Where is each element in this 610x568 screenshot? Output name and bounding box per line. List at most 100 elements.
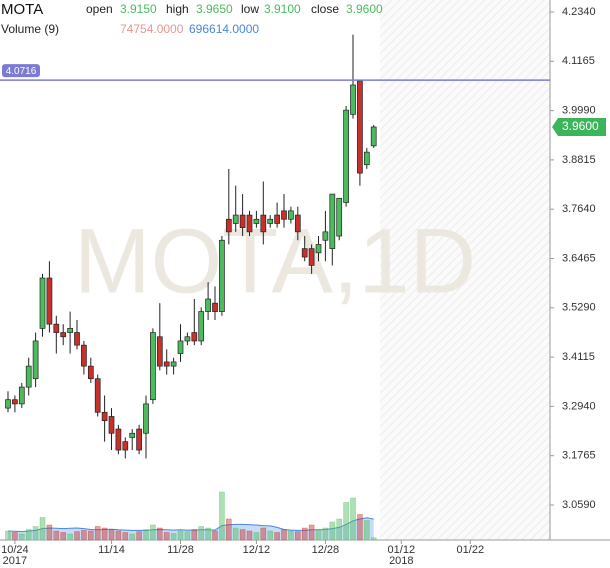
volume-legend-name: Volume (9) (1, 22, 59, 36)
candle-body (39, 277, 46, 329)
volume-bar (219, 491, 225, 541)
volume-bar (281, 529, 287, 541)
volume-bar (170, 533, 177, 541)
x-tick-label: 12/28 (312, 544, 340, 556)
crosshair-label-box (2, 64, 40, 78)
ohlc-value: 3.9150 (120, 2, 157, 16)
volume-legend-value: 74754.0000 (120, 22, 184, 36)
volume-bar (157, 527, 163, 541)
candle-body (329, 193, 336, 249)
candle-body (225, 218, 232, 233)
candle-body (108, 416, 115, 434)
volume-bar (315, 529, 322, 541)
candle-body (308, 248, 315, 266)
candle-body (101, 411, 108, 422)
candle-body (143, 403, 149, 434)
ohlc-value: 3.9100 (264, 2, 301, 16)
volume-bar (12, 532, 18, 541)
volume-bar (25, 529, 32, 541)
candle-body (46, 277, 53, 325)
candle-body (53, 323, 60, 333)
candle-body (163, 361, 170, 367)
volume-bar (74, 531, 80, 541)
volume-bar (357, 514, 363, 541)
y-tick-label: 4.2340 (562, 6, 596, 18)
ohlc-name: close (311, 2, 339, 16)
candle-body (170, 361, 177, 367)
volume-bar (101, 527, 108, 541)
candle-body (94, 378, 101, 413)
candle-body (274, 214, 280, 224)
x-tick-label: 11/28 (167, 544, 194, 556)
y-tick-label: 3.8815 (562, 154, 596, 166)
volume-bar (329, 521, 336, 541)
volume-bar (336, 518, 342, 541)
volume-bar (205, 527, 211, 541)
volume-bar (136, 531, 142, 541)
candle-body (239, 214, 246, 229)
y-tick-label: 3.7640 (562, 203, 596, 215)
y-tick-label: 3.6465 (562, 252, 596, 264)
volume-bar (150, 524, 156, 541)
y-tick-label: 3.0590 (562, 499, 596, 511)
volume-ma-area (8, 517, 374, 540)
volume-bar (232, 527, 239, 541)
candle-body (232, 214, 239, 224)
volume-bar (115, 530, 122, 541)
volume-bar (253, 532, 260, 541)
volume-bar (301, 527, 308, 541)
candle-body (177, 340, 184, 354)
year-label: 2017 (3, 555, 27, 567)
future-area (380, 0, 550, 540)
candle-body (212, 302, 218, 312)
candle-body (198, 311, 205, 342)
candle-body (32, 340, 39, 380)
candle-body (288, 210, 294, 220)
volume-bar (177, 530, 184, 541)
volume-bar (94, 526, 101, 541)
volume-bar (288, 530, 294, 541)
volume-bar (163, 532, 170, 541)
candle-body (301, 248, 308, 258)
y-tick-label: 3.9990 (562, 105, 596, 117)
x-tick-label: 01/12 (388, 544, 416, 556)
candle-body (129, 432, 136, 438)
y-tick-label: 3.4115 (562, 351, 595, 363)
candle-body (336, 197, 343, 237)
candle-body (357, 80, 363, 174)
volume-bar (32, 526, 39, 541)
candle-body (25, 365, 32, 388)
x-tick-label: 01/22 (457, 544, 485, 556)
candle-body (67, 328, 73, 333)
volume-bar (60, 532, 66, 541)
volume-bar (308, 524, 315, 541)
candle-body (350, 84, 356, 115)
volume-bar (198, 526, 204, 541)
candle-body (12, 399, 18, 405)
candle-body (253, 218, 260, 224)
volume-bar (19, 533, 25, 541)
x-tick-label: 10/24 (1, 544, 29, 556)
volume-bar (322, 527, 329, 541)
volume-bar (260, 527, 267, 541)
candle-body (267, 218, 274, 224)
candle-body (5, 399, 11, 409)
y-tick-label: 3.2940 (562, 400, 596, 412)
volume-bar (212, 530, 218, 541)
candle-body (294, 214, 301, 233)
volume-bar (122, 532, 129, 541)
y-tick-label: 4.1165 (562, 55, 595, 67)
candle-body (322, 231, 329, 241)
volume-bar (274, 532, 280, 541)
x-tick-label: 11/14 (98, 544, 125, 556)
candle-body (370, 126, 377, 147)
last-price-label: 3.9600 (562, 119, 599, 133)
ohlc-value: 3.9600 (346, 2, 383, 16)
year-label: 2018 (389, 555, 413, 567)
volume-bar (267, 530, 273, 541)
candle-body (343, 109, 349, 203)
candle-body (246, 214, 253, 233)
volume-bar (39, 517, 46, 541)
volume-bar (108, 529, 115, 541)
